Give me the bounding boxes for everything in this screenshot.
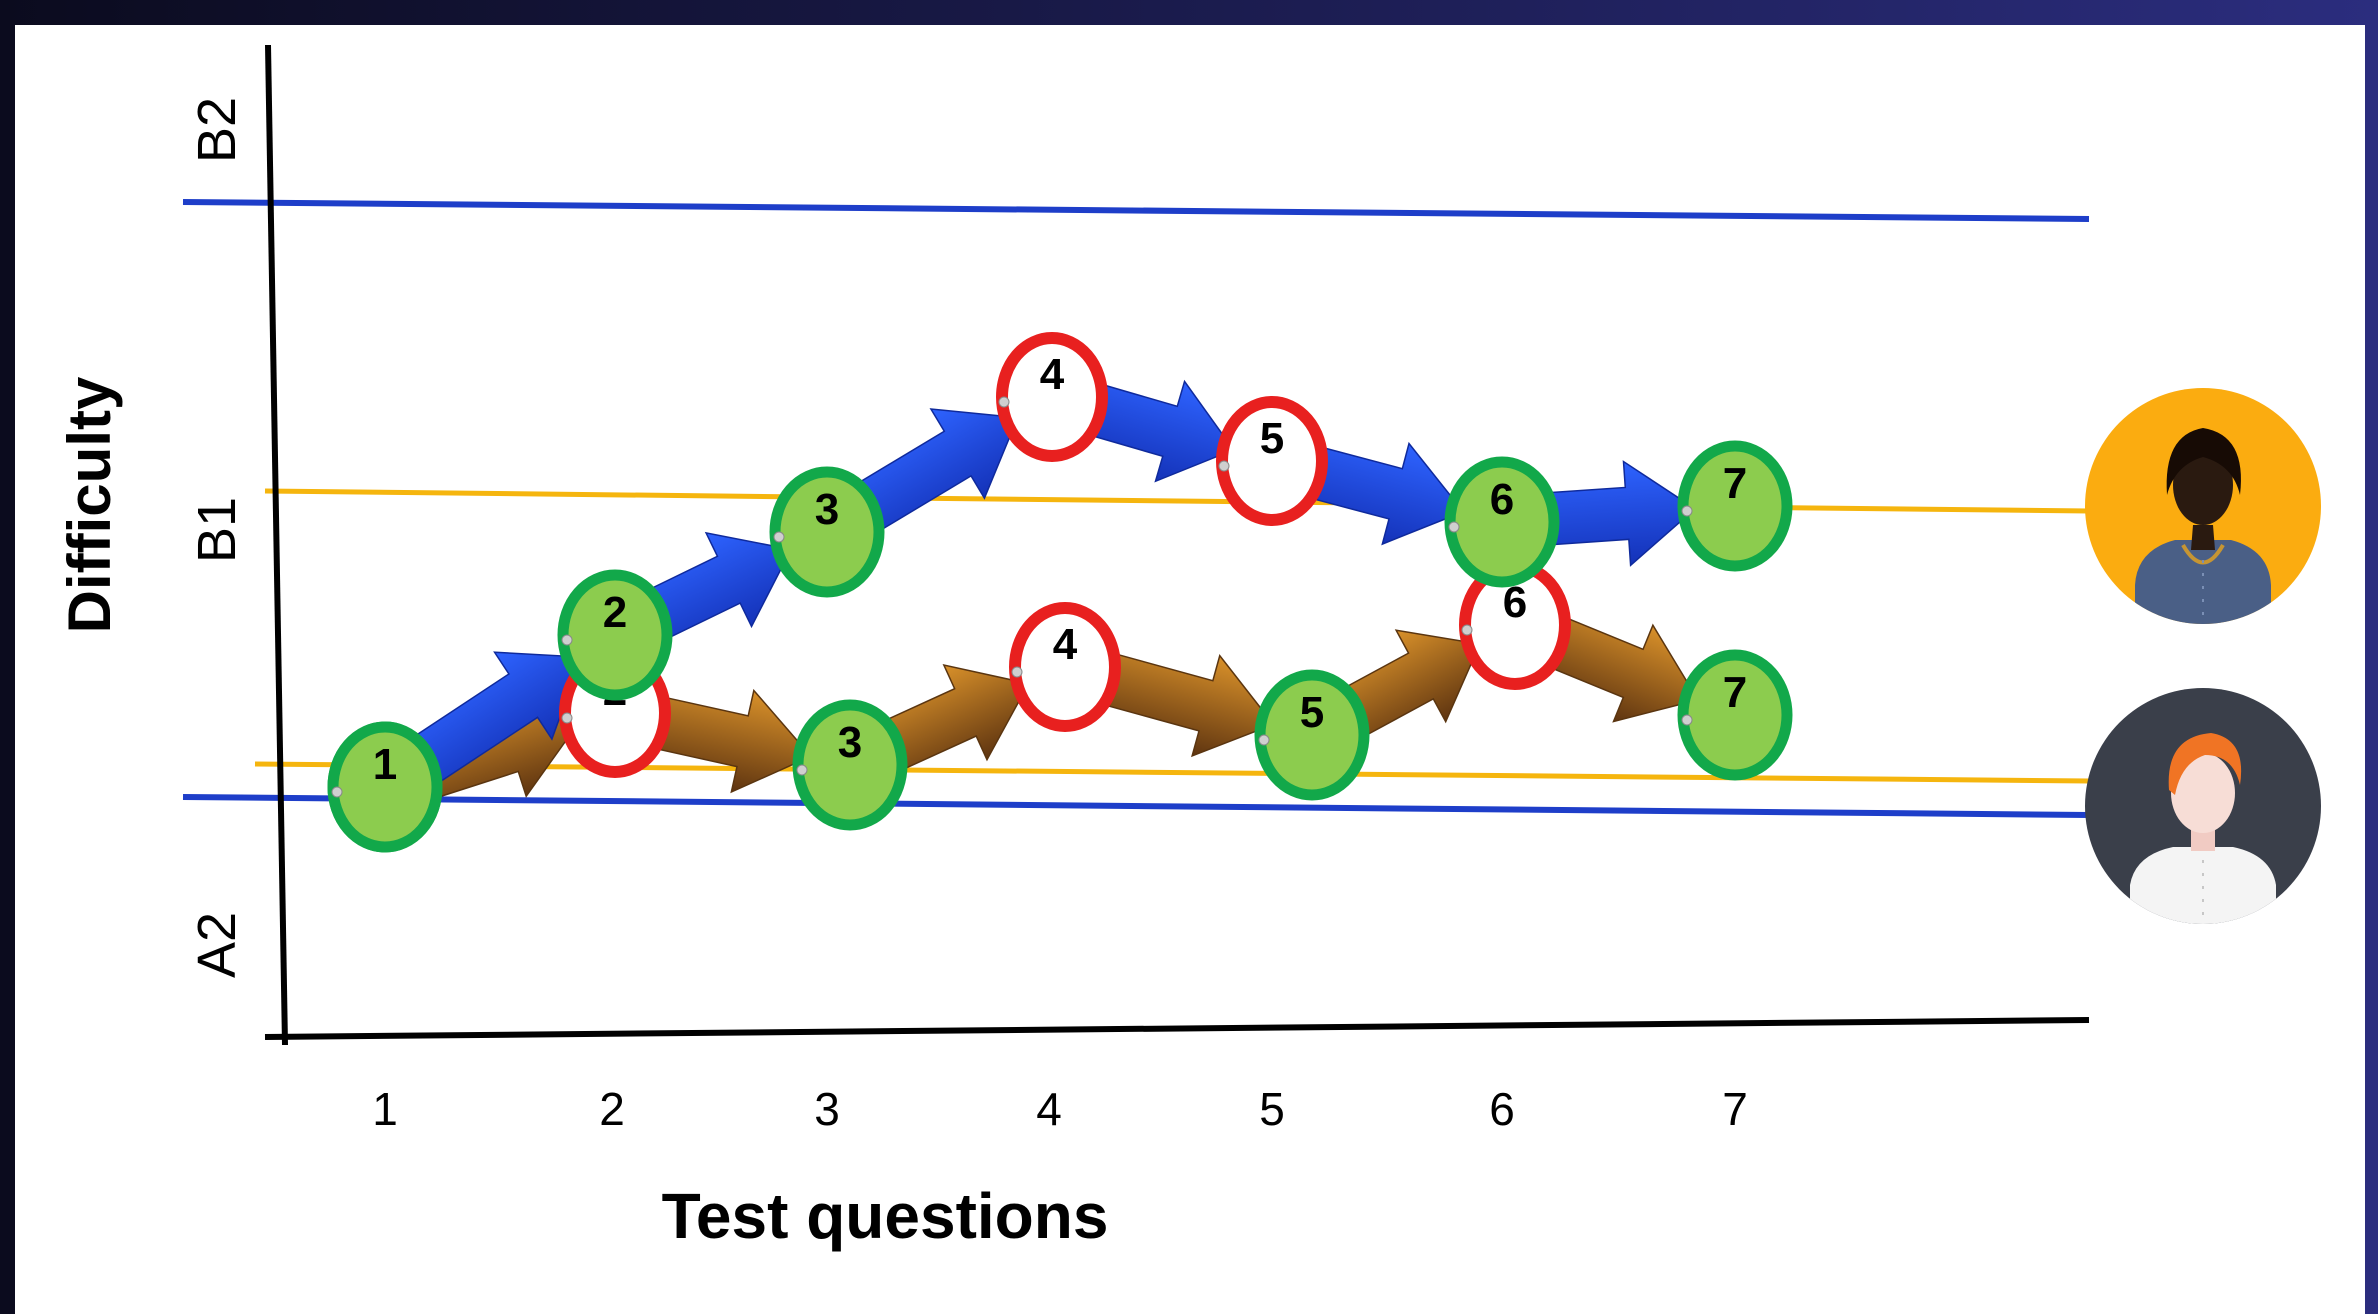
path-arrows xyxy=(404,379,1700,800)
x-tick-label: 3 xyxy=(814,1083,840,1135)
male-path-node-correct: 3 xyxy=(792,699,908,831)
x-tick-label: 6 xyxy=(1489,1083,1515,1135)
question-nodes: 12345671234567 xyxy=(327,332,1793,853)
a2-boundary-line xyxy=(182,794,2090,818)
node-number: 2 xyxy=(603,588,627,637)
node-number: 3 xyxy=(815,485,839,534)
slide-canvas: Difficulty B2 B1 A2 1 2 3 4 5 6 7 Test questio… xyxy=(15,25,2365,1314)
y-axis xyxy=(265,44,288,1046)
blue-path-arrow xyxy=(1541,460,1697,567)
male-path-node-incorrect: 6 xyxy=(1459,560,1571,690)
x-tick-label: 4 xyxy=(1036,1083,1062,1135)
node-number: 7 xyxy=(1723,668,1747,717)
x-tick-label: 5 xyxy=(1259,1083,1285,1135)
female-path-node-correct: 1 xyxy=(327,721,443,853)
node-number: 7 xyxy=(1723,459,1747,508)
brown-path-arrow xyxy=(1097,652,1275,758)
level-label-a2: A2 xyxy=(187,912,247,978)
brown-path-arrow xyxy=(1335,629,1481,739)
node-number: 5 xyxy=(1260,414,1284,463)
male-avatar-icon xyxy=(2085,688,2321,924)
x-axis-ticks: 1 2 3 4 5 6 7 xyxy=(372,1083,1748,1135)
brown-path-arrow xyxy=(876,664,1030,773)
male-path-node-correct: 5 xyxy=(1254,669,1370,801)
female-path-node-incorrect: 5 xyxy=(1216,396,1328,526)
female-avatar-icon xyxy=(2085,388,2321,624)
blue-path-arrow xyxy=(640,531,793,642)
female-path-node-correct: 2 xyxy=(557,569,673,701)
x-tick-label: 2 xyxy=(599,1083,625,1135)
brown-path-arrow xyxy=(649,688,813,794)
x-tick-label: 7 xyxy=(1722,1083,1748,1135)
node-number: 6 xyxy=(1490,475,1514,524)
y-axis-title: Difficulty xyxy=(56,376,123,633)
female-path-node-incorrect: 4 xyxy=(996,332,1108,462)
x-tick-label: 1 xyxy=(372,1083,398,1135)
x-axis xyxy=(264,1017,2090,1040)
blue-path-arrow xyxy=(1084,379,1235,483)
blue-path-arrow xyxy=(1305,441,1465,546)
female-path-node-correct: 6 xyxy=(1444,456,1560,588)
difficulty-diagram: Difficulty B2 B1 A2 1 2 3 4 5 6 7 Test questio… xyxy=(56,44,2321,1252)
female-path-node-correct: 7 xyxy=(1677,440,1793,572)
male-path-node-incorrect: 4 xyxy=(1009,602,1121,732)
level-label-b2: B2 xyxy=(187,97,247,163)
node-number: 4 xyxy=(1053,620,1078,669)
node-number: 5 xyxy=(1300,688,1324,737)
male-path-node-correct: 7 xyxy=(1677,649,1793,781)
female-path-node-correct: 3 xyxy=(769,466,885,598)
a2-threshold-line xyxy=(254,761,2090,784)
node-number: 1 xyxy=(373,740,397,789)
node-number: 3 xyxy=(838,718,862,767)
b1-threshold-line xyxy=(264,488,2090,514)
node-number: 4 xyxy=(1040,350,1065,399)
brown-path-arrow xyxy=(1543,615,1700,723)
level-label-b1: B1 xyxy=(187,497,247,563)
b2-boundary-line xyxy=(182,199,2090,222)
x-axis-title: Test questions xyxy=(662,1180,1109,1252)
blue-path-arrow xyxy=(848,408,1019,534)
